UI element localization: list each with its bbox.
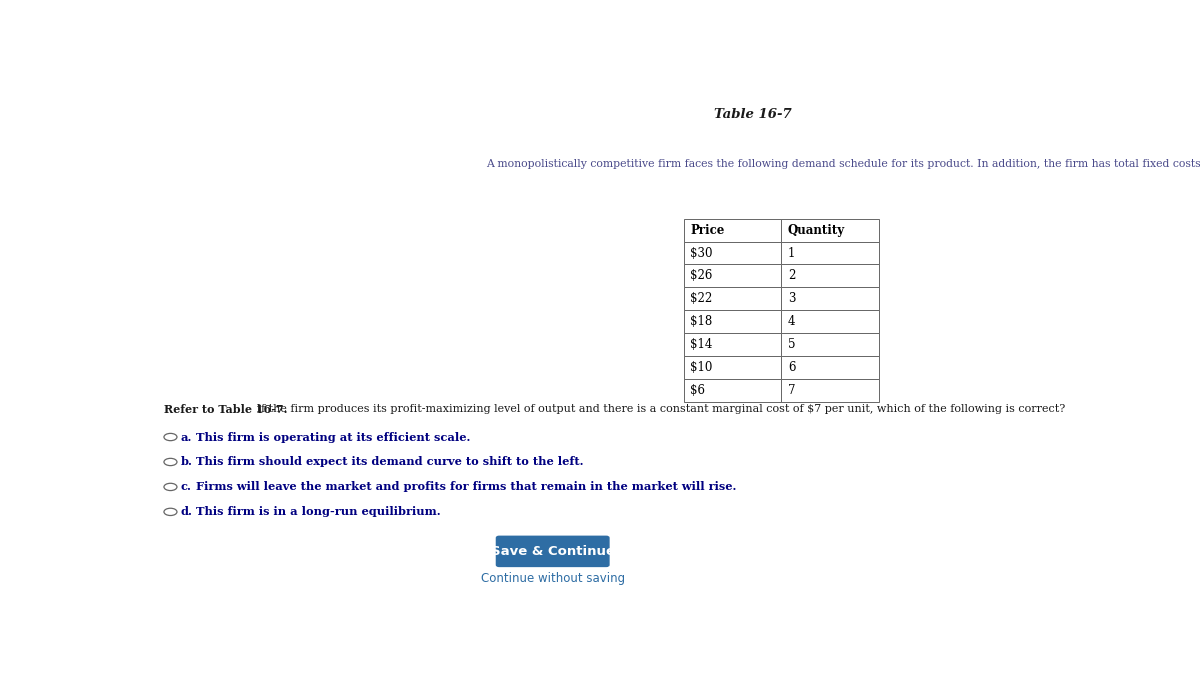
Text: Quantity: Quantity [788, 223, 845, 237]
Bar [684, 379, 781, 402]
Text: $18: $18 [690, 315, 713, 328]
Bar [684, 219, 781, 242]
Bar [684, 265, 781, 288]
Bar [781, 310, 880, 333]
Text: $10: $10 [690, 361, 713, 374]
Text: Price: Price [690, 223, 725, 237]
Bar [684, 288, 781, 311]
Bar [684, 333, 781, 356]
Text: d.: d. [181, 506, 192, 517]
FancyBboxPatch shape [497, 537, 608, 566]
Text: Firms will leave the market and profits for firms that remain in the market will: Firms will leave the market and profits … [196, 481, 736, 493]
Text: Table 16-7: Table 16-7 [714, 108, 792, 122]
Text: 3: 3 [788, 292, 796, 305]
Bar [781, 333, 880, 356]
Text: A monopolistically competitive firm faces the following demand schedule for its : A monopolistically competitive firm face… [486, 159, 1200, 169]
Text: This firm is in a long-run equilibrium.: This firm is in a long-run equilibrium. [196, 506, 440, 517]
Text: Continue without saving: Continue without saving [481, 572, 625, 585]
Text: 7: 7 [788, 384, 796, 397]
Text: $30: $30 [690, 246, 713, 259]
Text: Refer to Table 16-7.: Refer to Table 16-7. [164, 404, 288, 415]
Text: 2: 2 [788, 269, 796, 282]
Bar [781, 356, 880, 379]
Text: $14: $14 [690, 338, 713, 351]
Bar [684, 356, 781, 379]
Text: 4: 4 [788, 315, 796, 328]
Bar [684, 242, 781, 265]
Text: 1: 1 [788, 246, 796, 259]
Bar [781, 242, 880, 265]
Bar [684, 310, 781, 333]
Text: Save & Continue: Save & Continue [491, 545, 614, 558]
Text: c.: c. [181, 481, 192, 493]
Text: This firm should expect its demand curve to shift to the left.: This firm should expect its demand curve… [196, 456, 583, 468]
Text: $26: $26 [690, 269, 713, 282]
Bar [781, 265, 880, 288]
Text: If the firm produces its profit-maximizing level of output and there is a consta: If the firm produces its profit-maximizi… [253, 404, 1066, 414]
Text: $6: $6 [690, 384, 706, 397]
Text: 5: 5 [788, 338, 796, 351]
Text: $22: $22 [690, 292, 713, 305]
Bar [781, 379, 880, 402]
Text: b.: b. [181, 456, 192, 468]
Bar [781, 219, 880, 242]
Text: This firm is operating at its efficient scale.: This firm is operating at its efficient … [196, 431, 470, 443]
Text: a.: a. [181, 431, 192, 443]
Bar [781, 288, 880, 311]
Text: 6: 6 [788, 361, 796, 374]
